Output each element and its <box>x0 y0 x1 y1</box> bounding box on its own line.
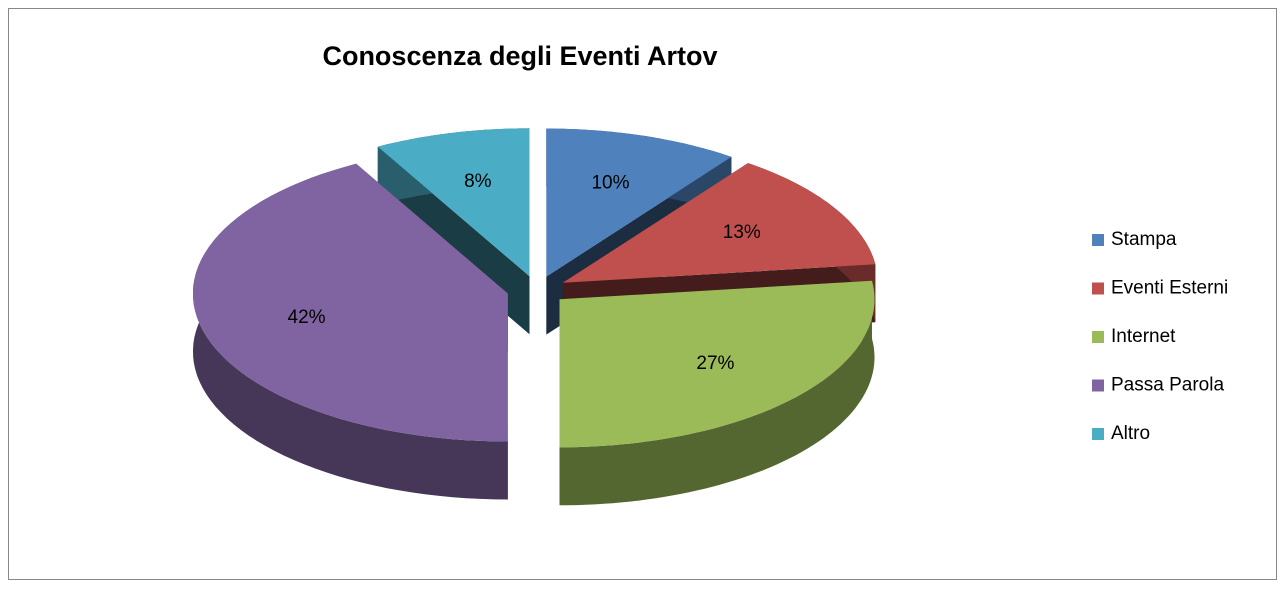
chart-title: Conoscenza degli Eventi Artov <box>322 41 717 71</box>
legend-label: Stampa <box>1111 229 1177 250</box>
legend-swatch <box>1092 428 1104 440</box>
legend-swatch <box>1092 331 1104 343</box>
legend-label: Eventi Esterni <box>1111 278 1228 299</box>
legend-swatch <box>1092 282 1104 295</box>
slice <box>377 128 530 277</box>
legend-label: Altro <box>1111 423 1150 444</box>
data-label: 42% <box>288 307 326 328</box>
slice <box>546 128 732 277</box>
legend-label: Internet <box>1111 326 1176 347</box>
data-label: 10% <box>591 173 629 194</box>
slice <box>559 280 875 448</box>
legend-swatch <box>1092 379 1104 392</box>
data-label: 27% <box>696 353 734 374</box>
slice <box>193 163 508 442</box>
data-label: 13% <box>723 222 761 243</box>
slice <box>562 163 876 283</box>
slice-side <box>559 280 875 506</box>
legend-swatch <box>1092 234 1104 246</box>
data-label: 8% <box>464 171 492 192</box>
legend-label: Passa Parola <box>1111 375 1224 396</box>
